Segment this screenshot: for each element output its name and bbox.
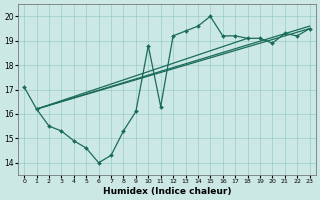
X-axis label: Humidex (Indice chaleur): Humidex (Indice chaleur) (103, 187, 231, 196)
